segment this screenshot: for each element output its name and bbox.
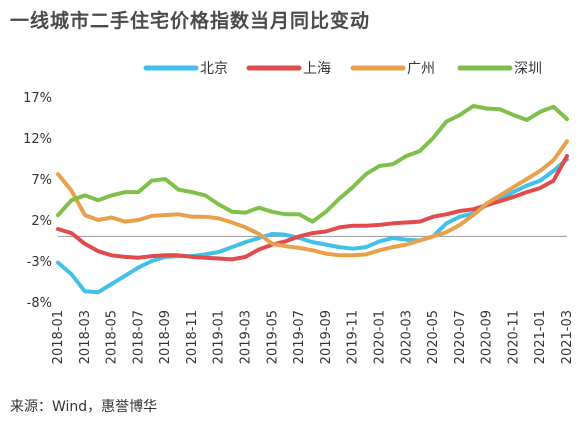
x-tick-label: 2018-09: [158, 310, 173, 364]
y-tick-label: -8%: [27, 296, 52, 311]
x-tick-label: 2018-07: [131, 310, 146, 364]
source-note: 来源：Wind，惠誉博华: [10, 399, 158, 415]
y-tick-label: 12%: [23, 132, 52, 147]
x-tick-label: 2018-11: [185, 310, 200, 364]
y-tick-label: -3%: [27, 255, 52, 270]
x-tick-label: 2019-01: [212, 310, 227, 364]
series-line-深圳: [56, 104, 569, 224]
x-tick-label: 2018-05: [105, 310, 120, 364]
x-tick-label: 2020-03: [399, 310, 414, 364]
series-line-广州: [56, 139, 569, 258]
x-tick-label: 2018-01: [51, 310, 66, 364]
legend-label: 北京: [200, 61, 228, 77]
x-tick-label: 2021-03: [560, 310, 575, 364]
x-tick-label: 2019-03: [239, 310, 254, 364]
legend-label: 广州: [407, 61, 435, 77]
x-tick-label: 2020-09: [480, 310, 495, 364]
x-tick-label: 2020-07: [453, 310, 468, 364]
chart-title: 一线城市二手住宅价格指数当月同比变动: [10, 10, 371, 32]
y-tick-label: 17%: [23, 91, 52, 106]
x-tick-label: 2019-05: [265, 310, 280, 364]
x-tick-label: 2019-09: [319, 310, 334, 364]
x-tick-label: 2020-05: [426, 310, 441, 364]
x-tick-label: 2020-01: [372, 310, 387, 364]
series-line-北京: [56, 157, 569, 295]
x-tick-label: 2019-07: [292, 310, 307, 364]
legend-label: 深圳: [514, 61, 542, 77]
legend-label: 上海: [303, 61, 331, 77]
y-tick-label: 7%: [31, 173, 52, 188]
x-tick-label: 2019-11: [346, 310, 361, 364]
x-tick-label: 2021-01: [533, 310, 548, 364]
y-tick-label: 2%: [31, 214, 52, 229]
x-tick-label: 2020-11: [506, 310, 521, 364]
x-tick-label: 2018-03: [78, 310, 93, 364]
